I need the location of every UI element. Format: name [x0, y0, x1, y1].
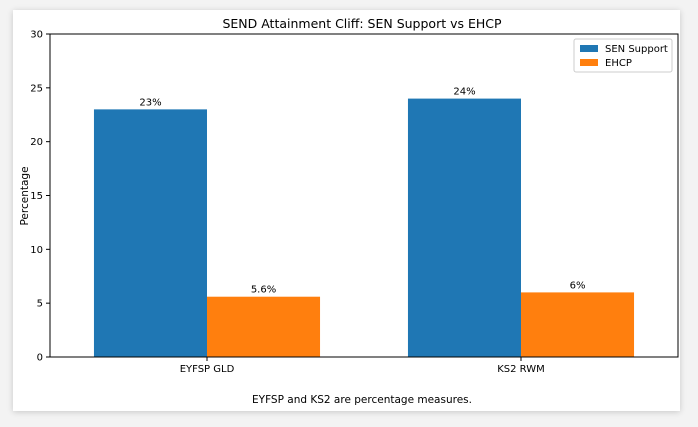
legend-label: EHCP	[605, 58, 632, 69]
y-tick-label: 30	[30, 30, 43, 41]
bar-value-label: 24%	[453, 87, 475, 98]
y-tick-label: 25	[30, 83, 43, 94]
x-tick-label: KS2 RWM	[497, 364, 545, 375]
bar-ehcp	[207, 296, 321, 357]
y-tick-label: 0	[37, 353, 43, 364]
legend	[573, 38, 673, 73]
chart-title: SEND Attainment Cliff: SEN Support vs EH…	[222, 16, 502, 31]
y-tick-label: 5	[37, 299, 43, 310]
legend-swatch	[580, 59, 598, 66]
y-axis-label: Percentage	[19, 166, 31, 225]
bar-value-label: 23%	[139, 97, 161, 108]
x-tick-label: EYFSP GLD	[180, 364, 235, 375]
bar-ehcp	[521, 292, 635, 357]
y-tick-label: 20	[30, 137, 43, 148]
bar-value-label: 5.6%	[251, 285, 276, 296]
y-tick-label: 10	[30, 245, 43, 256]
legend-swatch	[580, 45, 598, 52]
bar-sen-support	[407, 98, 521, 357]
bar-value-label: 6%	[570, 280, 586, 291]
legend-label: SEN Support	[605, 44, 668, 55]
bar-sen-support	[93, 109, 207, 357]
y-tick-label: 15	[30, 191, 43, 202]
footnote: EYFSP and KS2 are percentage measures.	[252, 394, 472, 406]
